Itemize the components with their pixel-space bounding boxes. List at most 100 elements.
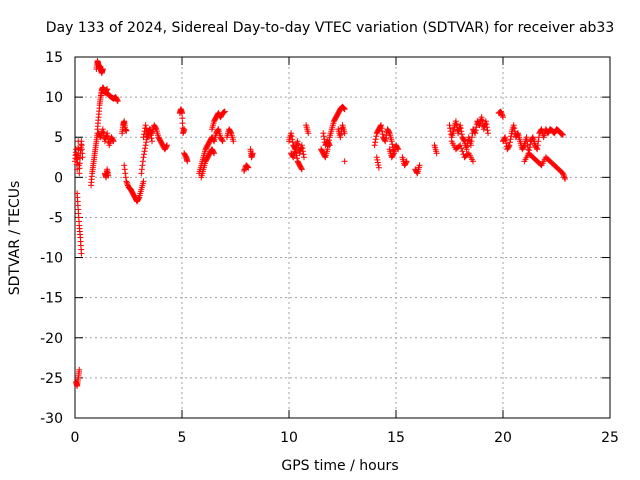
data-point [149, 138, 156, 145]
data-point [324, 146, 331, 153]
data-point [403, 159, 410, 166]
data-point [210, 149, 217, 156]
data-point [139, 162, 146, 169]
data-point [371, 142, 378, 149]
data-point [140, 178, 147, 185]
data-point [507, 136, 514, 143]
data-point [382, 135, 389, 142]
data-point [485, 130, 492, 137]
data-point [148, 135, 155, 142]
x-axis-title: GPS time / hours [281, 458, 398, 474]
data-point [298, 142, 305, 149]
data-point [520, 143, 527, 150]
data-point [560, 171, 567, 178]
data-point [142, 122, 149, 129]
data-point [227, 129, 234, 136]
data-point [413, 169, 420, 176]
data-point [321, 153, 328, 160]
data-point [458, 131, 465, 138]
data-point [123, 127, 130, 134]
data-point [372, 139, 379, 146]
data-point [505, 143, 512, 150]
data-point [446, 122, 453, 129]
data-point [511, 125, 518, 132]
data-point [140, 154, 147, 161]
data-point [394, 145, 401, 152]
data-point [463, 146, 470, 153]
data-point [114, 97, 121, 104]
data-point [320, 133, 327, 140]
data-point [341, 130, 348, 137]
data-point [123, 178, 130, 185]
data-point [497, 108, 504, 115]
data-point [559, 131, 566, 138]
y-tick-label: -5 [49, 210, 63, 226]
x-tick-label: 5 [178, 430, 187, 446]
data-point [211, 150, 218, 157]
data-point [76, 165, 83, 172]
data-point [300, 154, 307, 161]
data-point [506, 139, 513, 146]
y-tick-label: -10 [40, 251, 63, 267]
data-point [458, 128, 465, 135]
data-point [478, 114, 485, 121]
data-point [292, 149, 299, 156]
y-tick-label: 0 [54, 170, 63, 186]
data-point [379, 128, 386, 135]
data-point [179, 115, 186, 122]
data-point [298, 166, 305, 173]
y-tick-label: -25 [40, 371, 63, 387]
data-point [210, 137, 217, 144]
data-point [341, 106, 348, 113]
data-point [378, 125, 385, 132]
data-point [473, 124, 480, 131]
data-point [452, 118, 459, 125]
data-point [142, 145, 149, 152]
y-tick-label: 10 [45, 90, 63, 106]
data-point [483, 124, 490, 131]
data-point [138, 170, 145, 177]
x-tick-label: 0 [71, 430, 80, 446]
data-point [464, 143, 471, 150]
y-tick-label: 15 [45, 50, 63, 66]
data-point [511, 128, 518, 135]
data-point [535, 138, 542, 145]
data-point [500, 114, 506, 121]
data-point [141, 151, 148, 158]
data-point [241, 167, 248, 174]
data-point [99, 126, 106, 133]
data-point [374, 159, 381, 166]
data-point [458, 145, 465, 152]
data-point [482, 118, 489, 125]
data-point [244, 163, 251, 170]
data-point [73, 151, 80, 158]
data-point [105, 172, 112, 179]
data-point [146, 126, 153, 133]
y-axis-title: SDTVAR / TECUs [7, 181, 23, 296]
data-point [76, 366, 83, 373]
data-point [219, 138, 226, 145]
data-point [320, 130, 327, 137]
data-point [288, 133, 295, 140]
data-point [382, 138, 389, 145]
data-point [390, 150, 397, 157]
data-point [109, 137, 116, 144]
data-point [506, 142, 513, 149]
data-point [179, 110, 185, 117]
data-point [468, 134, 475, 141]
data-point [498, 111, 505, 118]
data-point [514, 131, 521, 138]
data-point [378, 122, 385, 129]
data-point [147, 129, 154, 136]
data-point [289, 139, 296, 146]
data-point [152, 125, 159, 132]
data-point [295, 141, 302, 148]
data-point [122, 170, 129, 177]
data-point [305, 130, 312, 137]
data-point [298, 165, 305, 172]
data-point [475, 121, 482, 128]
data-point [510, 122, 517, 129]
chart-title: Day 133 of 2024, Sidereal Day-to-day VTE… [46, 20, 615, 36]
plot-frame [74, 56, 611, 419]
data-point [164, 142, 171, 149]
